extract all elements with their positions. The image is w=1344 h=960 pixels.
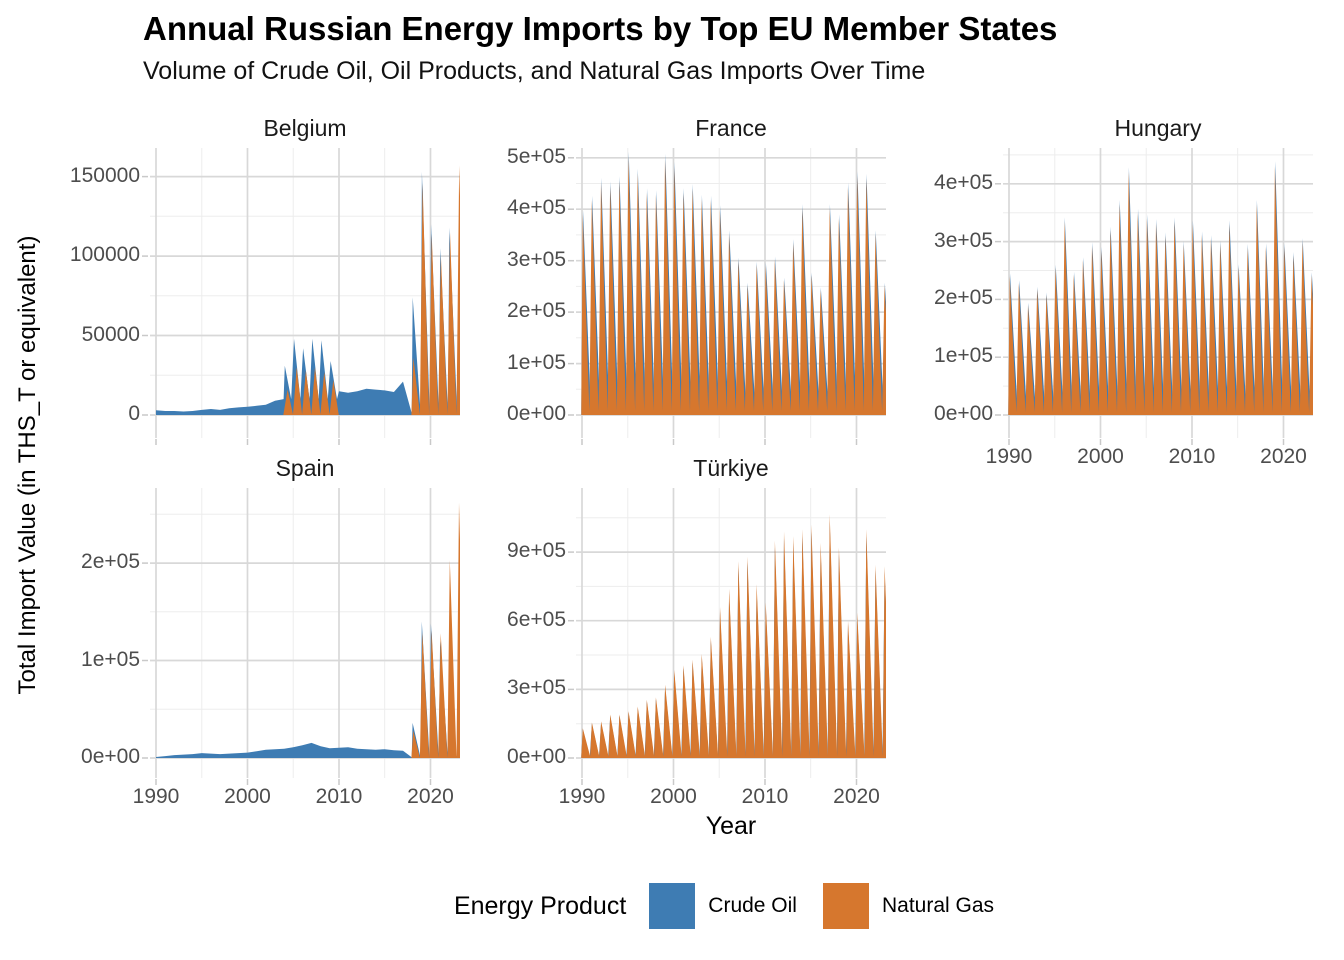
- legend-label-crude-oil: Crude Oil: [708, 894, 797, 917]
- x-tick-label: 2020: [1260, 445, 1307, 468]
- area-natural-gas-belgium: [283, 165, 460, 415]
- plot-area-hungary: [995, 148, 1313, 445]
- chart-title: Annual Russian Energy Imports by Top EU …: [143, 10, 1058, 47]
- y-tick-label: 2e+05: [507, 299, 566, 323]
- facet-title-spain: Spain: [275, 455, 335, 481]
- y-tick-label: 1e+05: [507, 350, 566, 374]
- area-natural-gas-türkiye: [581, 514, 886, 758]
- x-tick-label: 2010: [315, 785, 363, 808]
- area-crude-oil-spain: [156, 621, 460, 758]
- x-tick-label: 1990: [558, 785, 606, 808]
- y-tick-label: 50000: [81, 322, 140, 346]
- x-tick-label: 2000: [1077, 445, 1124, 468]
- legend-label-natural-gas: Natural Gas: [881, 894, 995, 917]
- y-tick-label: 100000: [69, 243, 140, 267]
- plot-area-spain: [142, 488, 460, 785]
- x-axis-title: Year: [705, 812, 757, 840]
- plot-area-belgium: [142, 148, 460, 445]
- x-tick-label: 2000: [224, 785, 271, 808]
- facet-panel-hungary: Hungary 0e+00 1e+05 2e+05 3e+05 4e+05 1990 200…: [934, 115, 1313, 468]
- y-tick-label: 150000: [69, 163, 140, 187]
- legend-title: Energy Product: [453, 891, 627, 920]
- y-tick-label: 4e+05: [934, 170, 993, 194]
- legend: Energy Product Crude Oil Natural Gas: [130, 878, 1344, 934]
- facet-panel-france: France 0e+00 1e+05 2e+05 3e+05 4e+05 5e+05: [507, 115, 886, 445]
- facet-panel-spain: Spain 0e+00 1e+05 2e+05 1990 2000 2010 2020: [81, 455, 460, 808]
- legend-swatch-natural-gas: [822, 883, 869, 929]
- y-tick-label: 0e+00: [934, 402, 993, 425]
- y-tick-label: 3e+05: [507, 676, 566, 700]
- chart-subtitle: Volume of Crude Oil, Oil Products, and N…: [143, 57, 926, 85]
- x-tick-label: 1990: [132, 785, 180, 808]
- y-tick-label: 9e+05: [507, 539, 566, 563]
- x-tick-label: 1990: [985, 445, 1033, 468]
- area-natural-gas-france: [581, 156, 886, 415]
- y-tick-label: 5e+05: [507, 144, 566, 168]
- y-tick-label: 0: [128, 402, 140, 425]
- y-tick-label: 1e+05: [934, 344, 993, 368]
- area-natural-gas-hungary: [1008, 166, 1313, 415]
- y-tick-label: 4e+05: [507, 196, 566, 220]
- x-tick-label: 2010: [1168, 445, 1216, 468]
- y-tick-label: 0e+00: [81, 745, 140, 768]
- facet-title-france: France: [695, 115, 767, 141]
- facet-title-turkiye: Türkiye: [693, 455, 769, 481]
- facet-title-hungary: Hungary: [1114, 115, 1202, 141]
- y-tick-label: 3e+05: [507, 247, 566, 271]
- y-tick-label: 0e+00: [507, 745, 566, 768]
- y-tick-label: 2e+05: [934, 286, 993, 310]
- y-tick-label: 3e+05: [934, 228, 993, 252]
- facet-panel-belgium: Belgium 0 50000 100000 150000: [70, 115, 460, 445]
- plot-area-france: [568, 148, 886, 445]
- area-natural-gas-spain: [411, 502, 460, 758]
- plot-area-türkiye: [568, 488, 886, 785]
- facet-panel-turkiye: Türkiye 0e+00 3e+05 6e+05 9e+05 1990 2000 2010…: [507, 455, 886, 808]
- x-tick-label: 2000: [650, 785, 697, 808]
- y-tick-label: 0e+00: [507, 402, 566, 425]
- area-crude-oil-belgium: [156, 171, 460, 415]
- facet-title-belgium: Belgium: [263, 115, 347, 141]
- y-tick-label: 6e+05: [507, 607, 566, 631]
- x-tick-label: 2020: [407, 785, 454, 808]
- x-tick-label: 2020: [833, 785, 880, 808]
- y-tick-label: 2e+05: [81, 550, 140, 574]
- y-tick-label: 1e+05: [81, 647, 140, 671]
- y-axis-title: Total Import Value (in THS_T or equivale…: [14, 235, 41, 695]
- x-tick-label: 2010: [741, 785, 789, 808]
- legend-swatch-crude-oil: [649, 883, 696, 929]
